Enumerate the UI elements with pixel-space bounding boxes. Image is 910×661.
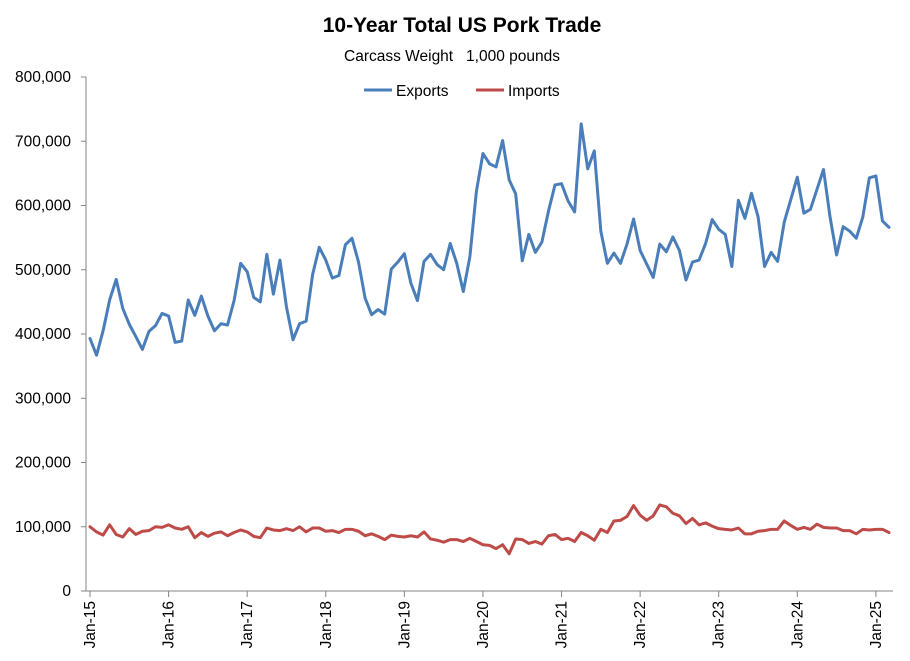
x-tick-label: Jan-16 [161,601,178,648]
x-tick-label: Jan-23 [711,601,728,648]
x-tick-label: Jan-22 [632,601,649,648]
y-tick-label: 200,000 [15,455,71,472]
x-axis: Jan-15 Jan-16 Jan-17 Jan-18 Jan-19 Jan-20 Jan-… [82,591,885,648]
x-tick-label: Jan-24 [789,601,806,649]
x-tick-label: Jan-20 [475,601,492,649]
legend: Exports Imports [364,83,560,100]
x-tick-label: Jan-19 [396,601,413,648]
x-tick-label: Jan-17 [239,601,256,648]
x-tick-label: Jan-15 [82,601,99,648]
y-axis: 0 100,000 200,000 300,000 400,000 500,000 600,… [15,69,86,600]
legend-label-exports: Exports [396,83,449,100]
series-layer [88,122,891,556]
x-tick-label: Jan-25 [868,601,885,648]
y-tick-label: 500,000 [15,262,71,279]
x-tick-label: Jan-18 [318,601,335,648]
y-tick-label: 600,000 [15,198,71,215]
series-line-exports [88,122,891,357]
legend-label-imports: Imports [508,83,560,100]
y-tick-label: 700,000 [15,133,71,150]
chart-subtitle: Carcass Weight 1,000 pounds [344,48,560,65]
y-tick-label: 100,000 [15,519,71,536]
y-tick-label: 400,000 [15,326,71,343]
y-tick-label: 300,000 [15,390,71,407]
y-tick-label: 800,000 [15,69,71,86]
chart-title: 10-Year Total US Pork Trade [323,14,602,37]
series-line-imports [88,503,891,556]
plot-area [85,77,893,592]
y-tick-label: 0 [62,583,71,600]
x-tick-label: Jan-21 [554,601,571,648]
